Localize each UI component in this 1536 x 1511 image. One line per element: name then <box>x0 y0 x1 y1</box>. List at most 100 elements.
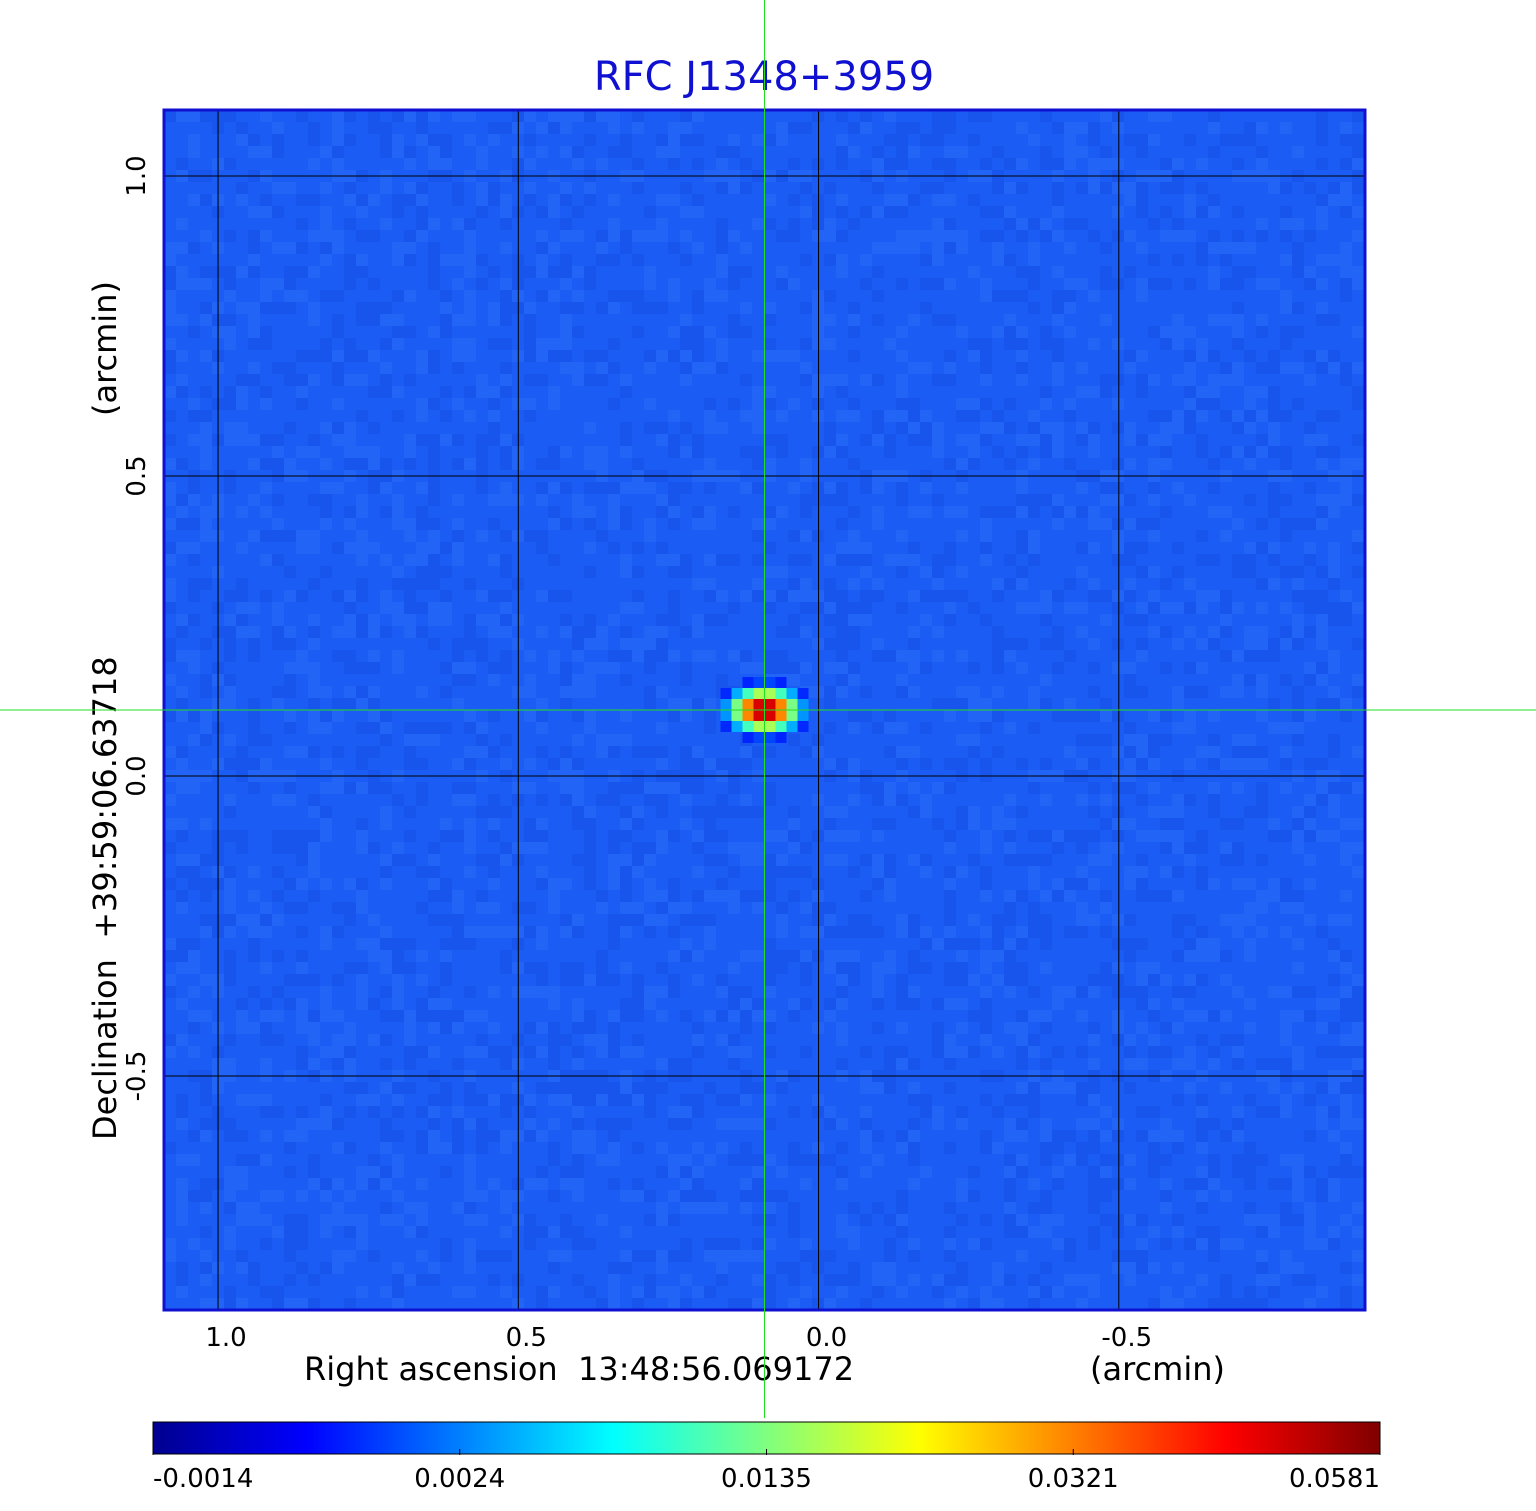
source-pixel <box>720 721 732 732</box>
noise-cell <box>1220 1298 1232 1310</box>
noise-cell <box>236 1202 248 1214</box>
noise-cell <box>932 446 944 458</box>
noise-cell <box>164 938 176 950</box>
noise-cell <box>224 794 236 806</box>
noise-cell <box>1172 482 1184 494</box>
noise-cell <box>1208 374 1220 386</box>
noise-cell <box>1028 902 1040 914</box>
noise-cell <box>188 194 200 206</box>
noise-cell <box>380 338 392 350</box>
noise-cell <box>344 434 356 446</box>
noise-cell <box>176 1274 188 1286</box>
noise-cell <box>608 866 620 878</box>
noise-cell <box>1232 422 1244 434</box>
noise-cell <box>416 1226 428 1238</box>
noise-cell <box>1280 1250 1292 1262</box>
noise-cell <box>332 746 344 758</box>
source-pixel <box>753 721 765 732</box>
noise-cell <box>440 818 452 830</box>
noise-cell <box>1340 1094 1352 1106</box>
noise-cell <box>1112 602 1124 614</box>
noise-cell <box>1004 254 1016 266</box>
noise-cell <box>296 530 308 542</box>
noise-cell <box>968 1166 980 1178</box>
noise-cell <box>308 722 320 734</box>
noise-cell <box>944 878 956 890</box>
noise-cell <box>872 266 884 278</box>
noise-cell <box>356 530 368 542</box>
noise-cell <box>1172 182 1184 194</box>
noise-cell <box>1004 986 1016 998</box>
noise-cell <box>932 782 944 794</box>
noise-cell <box>764 662 776 674</box>
noise-cell <box>776 590 788 602</box>
noise-cell <box>452 650 464 662</box>
noise-cell <box>296 1226 308 1238</box>
noise-cell <box>1004 158 1016 170</box>
noise-cell <box>1016 1094 1028 1106</box>
noise-cell <box>524 686 536 698</box>
noise-cell <box>164 494 176 506</box>
noise-cell <box>296 446 308 458</box>
noise-cell <box>200 1094 212 1106</box>
noise-cell <box>1124 182 1136 194</box>
noise-cell <box>608 1118 620 1130</box>
source-pixel <box>775 677 787 688</box>
noise-cell <box>1112 1262 1124 1274</box>
noise-cell <box>620 1118 632 1130</box>
noise-cell <box>548 518 560 530</box>
noise-cell <box>704 326 716 338</box>
noise-cell <box>176 614 188 626</box>
noise-cell <box>320 518 332 530</box>
noise-cell <box>1292 1190 1304 1202</box>
noise-cell <box>992 926 1004 938</box>
noise-cell <box>1124 554 1136 566</box>
noise-cell <box>680 1106 692 1118</box>
noise-cell <box>944 554 956 566</box>
noise-cell <box>1136 566 1148 578</box>
noise-cell <box>332 542 344 554</box>
noise-cell <box>524 650 536 662</box>
noise-cell <box>800 338 812 350</box>
noise-cell <box>500 758 512 770</box>
noise-cell <box>1028 866 1040 878</box>
noise-cell <box>1304 1214 1316 1226</box>
noise-cell <box>1040 794 1052 806</box>
noise-cell <box>860 278 872 290</box>
noise-cell <box>1028 1046 1040 1058</box>
noise-cell <box>656 758 668 770</box>
noise-cell <box>1268 650 1280 662</box>
noise-cell <box>248 146 260 158</box>
noise-cell <box>464 1238 476 1250</box>
noise-cell <box>416 122 428 134</box>
noise-cell <box>1316 206 1328 218</box>
noise-cell <box>176 314 188 326</box>
noise-cell <box>476 1118 488 1130</box>
noise-cell <box>968 398 980 410</box>
noise-cell <box>896 794 908 806</box>
noise-cell <box>632 902 644 914</box>
noise-cell <box>980 1010 992 1022</box>
noise-cell <box>200 1130 212 1142</box>
noise-cell <box>1040 326 1052 338</box>
noise-cell <box>908 1154 920 1166</box>
noise-cell <box>500 458 512 470</box>
noise-cell <box>548 1226 560 1238</box>
noise-cell <box>1064 746 1076 758</box>
noise-cell <box>656 218 668 230</box>
colorbar-tick-labels: -0.0014 0.0024 0.0135 0.0321 0.0581 <box>152 1449 1381 1494</box>
noise-cell <box>320 242 332 254</box>
noise-cell <box>224 482 236 494</box>
noise-cell <box>548 458 560 470</box>
noise-cell <box>944 698 956 710</box>
noise-cell <box>920 362 932 374</box>
noise-cell <box>1340 602 1352 614</box>
noise-cell <box>1172 998 1184 1010</box>
noise-cell <box>500 290 512 302</box>
noise-cell <box>824 482 836 494</box>
noise-cell <box>764 218 776 230</box>
noise-cell <box>716 230 728 242</box>
noise-cell <box>560 914 572 926</box>
noise-cell <box>764 1274 776 1286</box>
noise-cell <box>236 1298 248 1310</box>
